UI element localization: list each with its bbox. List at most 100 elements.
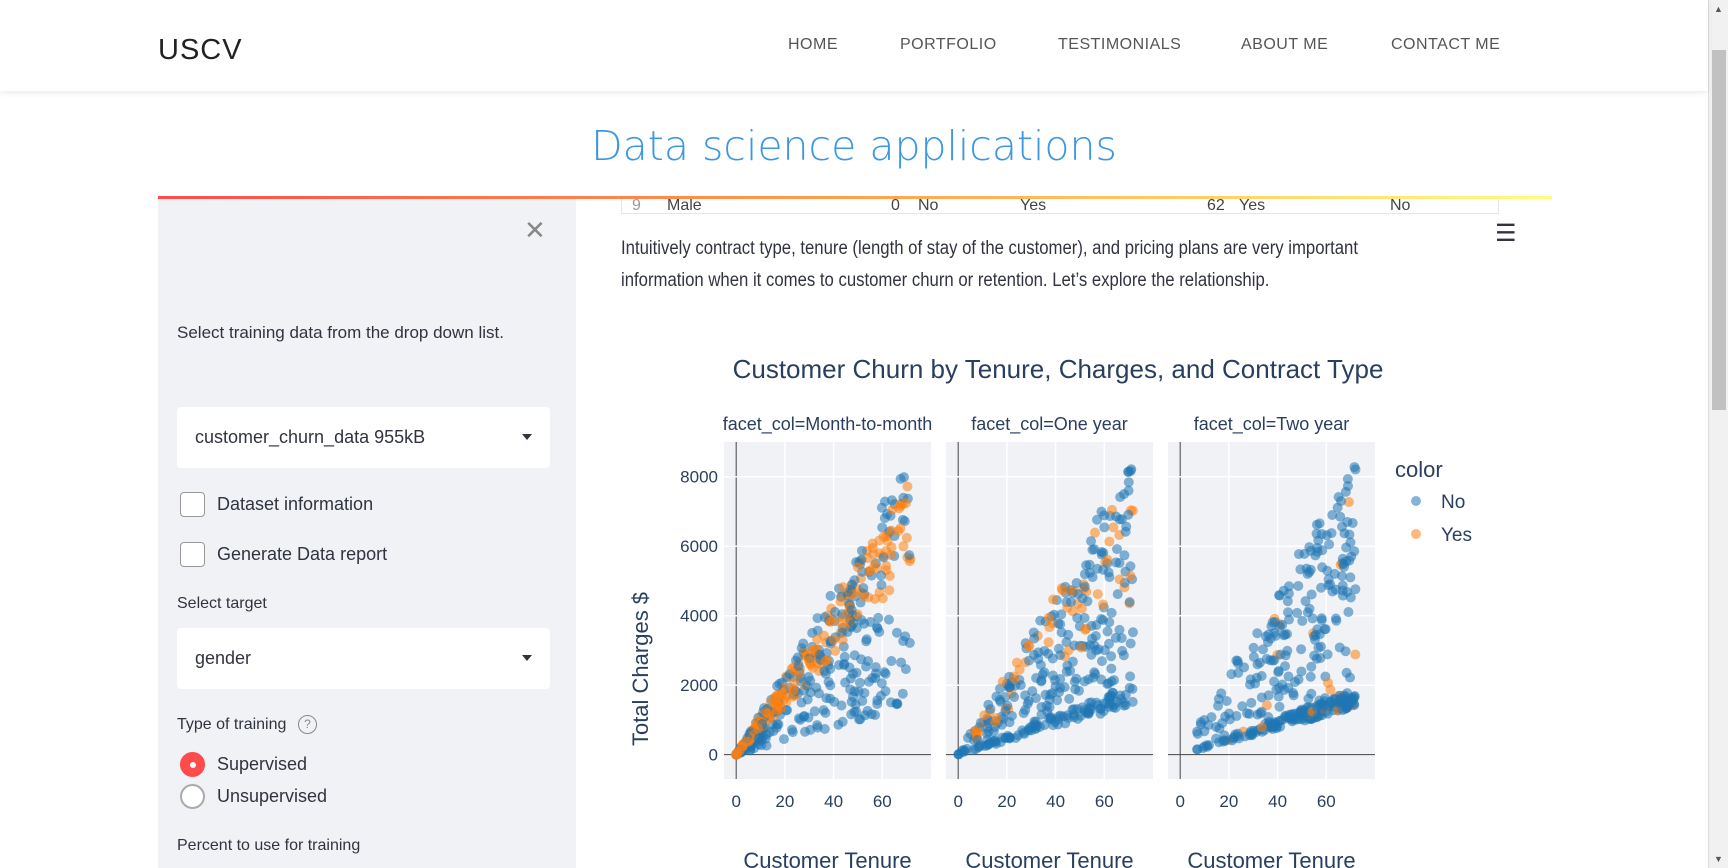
point-no bbox=[1092, 563, 1103, 574]
point-no bbox=[1111, 544, 1122, 555]
point-no bbox=[803, 712, 814, 723]
point-no bbox=[1245, 679, 1256, 690]
point-yes bbox=[898, 541, 909, 552]
point-no bbox=[863, 656, 874, 667]
point-no bbox=[1036, 709, 1047, 720]
table-cell: 62 bbox=[1207, 197, 1225, 212]
point-no bbox=[1219, 730, 1230, 741]
point-no bbox=[1124, 597, 1135, 608]
point-no bbox=[1071, 673, 1082, 684]
point-no bbox=[1009, 692, 1020, 703]
point-no bbox=[1343, 607, 1354, 618]
point-yes bbox=[788, 685, 799, 696]
data-report-checkbox[interactable] bbox=[180, 542, 205, 567]
nav-contact-me[interactable]: CONTACT ME bbox=[1391, 36, 1501, 53]
point-no bbox=[825, 590, 836, 601]
x-tick-label: 20 bbox=[1219, 792, 1238, 811]
sidebar: ✕ Select training data from the drop dow… bbox=[158, 199, 576, 868]
nav-home[interactable]: HOME bbox=[788, 36, 838, 53]
dataset-info-checkbox[interactable] bbox=[180, 492, 205, 517]
point-no bbox=[1303, 693, 1314, 704]
point-no bbox=[1072, 612, 1083, 623]
nav-testimonials[interactable]: TESTIMONIALS bbox=[1058, 36, 1182, 53]
point-no bbox=[1045, 689, 1056, 700]
table-cell: Male bbox=[667, 197, 702, 212]
point-no bbox=[897, 688, 908, 699]
point-no bbox=[873, 612, 884, 623]
scroll-up-icon[interactable]: ▲ bbox=[1714, 4, 1723, 14]
point-no bbox=[1342, 586, 1353, 597]
brand-logo[interactable]: USCV bbox=[158, 34, 243, 66]
point-no bbox=[802, 694, 813, 705]
radio-label: Unsupervised bbox=[217, 786, 328, 806]
legend-label-yes[interactable]: Yes bbox=[1441, 525, 1472, 546]
point-no bbox=[1266, 720, 1277, 731]
hamburger-menu-icon[interactable]: ☰ bbox=[1495, 220, 1517, 247]
point-yes bbox=[835, 596, 846, 607]
x-axis-title: Customer Tenure bbox=[743, 848, 911, 868]
x-tick-label: 0 bbox=[953, 792, 962, 811]
point-yes bbox=[837, 635, 848, 646]
point-no bbox=[1106, 651, 1117, 662]
point-yes bbox=[818, 630, 829, 641]
point-no bbox=[1050, 716, 1061, 727]
point-yes bbox=[1343, 497, 1354, 508]
dataset-select[interactable]: customer_churn_data 955kB bbox=[177, 407, 550, 468]
point-no bbox=[1119, 489, 1130, 500]
point-no bbox=[1300, 596, 1311, 607]
point-no bbox=[1004, 732, 1015, 743]
scrollbar-thumb[interactable] bbox=[1712, 50, 1726, 410]
point-no bbox=[1271, 684, 1282, 695]
point-no bbox=[1349, 462, 1360, 473]
nav-about-me[interactable]: ABOUT ME bbox=[1241, 36, 1329, 53]
legend-marker-yes[interactable] bbox=[1411, 529, 1421, 539]
x-tick-label: 20 bbox=[775, 792, 794, 811]
nav-portfolio[interactable]: PORTFOLIO bbox=[900, 36, 997, 53]
table-cell: Yes bbox=[1239, 197, 1266, 212]
x-tick-label: 60 bbox=[1317, 792, 1336, 811]
point-no bbox=[819, 724, 830, 735]
point-yes bbox=[789, 676, 800, 687]
point-no bbox=[1127, 683, 1138, 694]
point-no bbox=[1006, 710, 1017, 721]
point-yes bbox=[901, 498, 912, 509]
point-no bbox=[1061, 637, 1072, 648]
training-type-label: Type of training bbox=[177, 716, 287, 733]
scroll-down-icon[interactable]: ▼ bbox=[1714, 854, 1723, 864]
point-no bbox=[1282, 596, 1293, 607]
y-tick-label: 6000 bbox=[680, 537, 718, 556]
point-no bbox=[1315, 653, 1326, 664]
point-no bbox=[874, 626, 885, 637]
point-no bbox=[1087, 544, 1098, 555]
point-no bbox=[1192, 744, 1203, 755]
close-icon[interactable]: ✕ bbox=[524, 215, 546, 245]
point-no bbox=[1340, 486, 1351, 497]
radio-unsupervised[interactable] bbox=[180, 784, 205, 809]
legend-marker-no[interactable] bbox=[1411, 496, 1421, 506]
point-no bbox=[880, 686, 891, 697]
x-tick-label: 60 bbox=[1095, 792, 1114, 811]
point-no bbox=[1033, 653, 1044, 664]
target-select[interactable]: gender bbox=[177, 628, 550, 689]
facet-panel: 0 20 40 60 facet_col=Two year Customer Tenure bbox=[1168, 414, 1375, 868]
point-no bbox=[1336, 692, 1347, 703]
point-yes bbox=[742, 736, 753, 747]
point-no bbox=[1018, 708, 1029, 719]
point-no bbox=[1114, 624, 1125, 635]
point-no bbox=[1312, 546, 1323, 557]
point-no bbox=[1068, 704, 1079, 715]
point-no bbox=[1337, 521, 1348, 532]
point-no bbox=[1295, 564, 1306, 575]
point-no bbox=[850, 699, 861, 710]
point-no bbox=[877, 522, 888, 533]
point-yes bbox=[864, 566, 875, 577]
point-yes bbox=[1057, 585, 1068, 596]
point-no bbox=[1252, 628, 1263, 639]
legend-label-no[interactable]: No bbox=[1441, 492, 1465, 513]
radio-supervised[interactable] bbox=[180, 752, 205, 777]
help-icon[interactable]: ? bbox=[298, 715, 317, 734]
point-yes bbox=[807, 662, 818, 673]
page-scrollbar[interactable]: ▲ ▼ bbox=[1708, 0, 1728, 868]
point-no bbox=[1320, 693, 1331, 704]
point-no bbox=[760, 733, 771, 744]
